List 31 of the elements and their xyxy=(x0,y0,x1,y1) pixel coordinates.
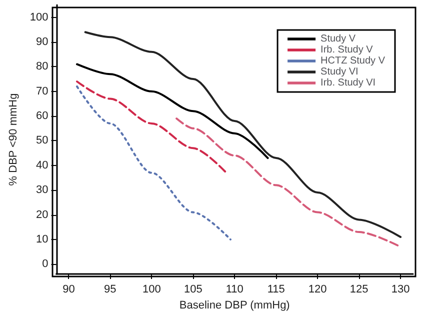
y-tick-label: 0 xyxy=(42,258,48,270)
y-tick-label: 90 xyxy=(36,36,48,48)
legend-label: HCTZ Study V xyxy=(320,56,386,66)
legend-label: Study VI xyxy=(320,66,358,78)
line-series xyxy=(76,80,228,174)
x-tick-label: 95 xyxy=(104,284,116,296)
y-tick-label: 60 xyxy=(36,110,48,122)
x-tick-label: 120 xyxy=(308,284,327,296)
line-series xyxy=(76,85,232,240)
x-axis-title: Baseline DBP (mmHg) xyxy=(179,299,290,312)
x-tick-label: 125 xyxy=(350,284,368,296)
x-tick-label: 130 xyxy=(391,284,410,296)
legend-label: Irb. Study VI xyxy=(320,78,376,88)
x-tick-label: 110 xyxy=(226,284,244,296)
x-tick-label: 90 xyxy=(62,284,75,296)
x-tick-label: 105 xyxy=(184,284,202,296)
x-tick-label: 115 xyxy=(267,284,285,296)
line-series xyxy=(76,63,269,160)
legend-label: Study V xyxy=(320,34,356,44)
y-tick-label: 40 xyxy=(36,159,48,172)
y-tick-label: 80 xyxy=(36,60,48,73)
y-tick-label: 50 xyxy=(36,134,48,147)
y-tick-label: 70 xyxy=(36,85,48,98)
y-tick-label: 100 xyxy=(30,11,48,24)
y-tick-label: 20 xyxy=(36,208,48,221)
y-axis-title: % DBP <90 mmHg xyxy=(8,93,20,186)
line-series xyxy=(84,31,402,238)
legend-label: Irb. Study V xyxy=(320,44,374,56)
x-tick-label: 100 xyxy=(142,284,161,296)
y-tick-label: 10 xyxy=(36,233,48,246)
y-tick-label: 30 xyxy=(36,184,48,196)
